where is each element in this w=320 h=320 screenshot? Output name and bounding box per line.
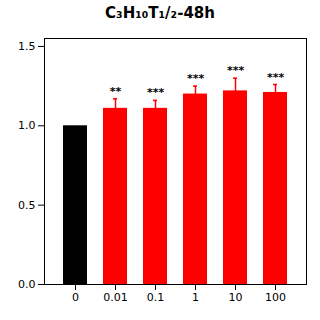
svg-text:0: 0 <box>72 291 79 304</box>
svg-text:1: 1 <box>192 291 199 304</box>
svg-text:10: 10 <box>229 291 243 304</box>
svg-text:***: *** <box>147 86 165 99</box>
svg-text:100: 100 <box>265 291 286 304</box>
svg-text:1.5: 1.5 <box>18 40 36 53</box>
svg-text:***: *** <box>227 64 245 77</box>
svg-text:1.0: 1.0 <box>18 119 36 132</box>
svg-text:0.5: 0.5 <box>18 199 36 212</box>
svg-text:**: ** <box>110 85 122 98</box>
html-text:C₃H₁₀T₁/₂-48h: C₃H₁₀T₁/₂-48h <box>105 4 215 22</box>
svg-text:0.01: 0.01 <box>103 291 128 304</box>
svg-text:***: *** <box>267 71 285 84</box>
svg-text:0.0: 0.0 <box>18 278 36 291</box>
svg-text:***: *** <box>187 72 205 85</box>
svg-text:0.1: 0.1 <box>147 291 165 304</box>
